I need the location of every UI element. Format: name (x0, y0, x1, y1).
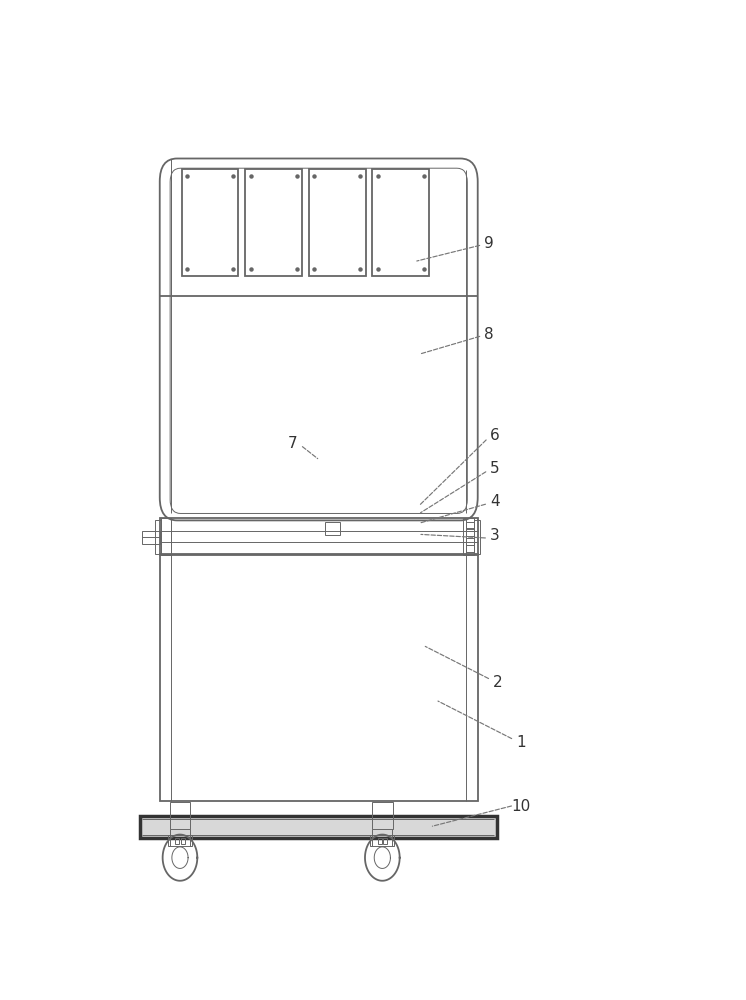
Text: 4: 4 (490, 494, 500, 509)
Bar (142, 531, 160, 544)
Text: 7: 7 (288, 436, 298, 451)
Bar (175, 838, 179, 844)
Bar (466, 545, 474, 552)
Bar (372, 169, 429, 276)
Bar (372, 802, 392, 829)
Bar (370, 835, 395, 846)
Text: 3: 3 (490, 528, 500, 543)
Bar (474, 520, 480, 554)
Text: 2: 2 (493, 675, 503, 690)
Bar (466, 529, 474, 536)
Bar (160, 518, 477, 555)
Text: 8: 8 (484, 327, 494, 342)
Text: 5: 5 (490, 461, 500, 476)
Text: 1: 1 (516, 735, 526, 750)
Bar (169, 802, 190, 829)
Text: 9: 9 (484, 236, 494, 251)
Bar (383, 838, 387, 844)
Bar (155, 520, 161, 554)
Bar (466, 522, 474, 528)
Bar (463, 518, 474, 555)
Text: 10: 10 (512, 799, 530, 814)
Text: 6: 6 (490, 428, 500, 443)
Bar (181, 838, 184, 844)
Bar (309, 169, 366, 276)
Bar (182, 169, 239, 276)
Bar (161, 518, 171, 555)
Bar (245, 169, 302, 276)
Bar (168, 835, 192, 846)
Bar (140, 816, 497, 838)
Bar (160, 554, 477, 801)
Bar (325, 522, 339, 535)
Bar (377, 838, 382, 844)
Bar (466, 538, 474, 545)
